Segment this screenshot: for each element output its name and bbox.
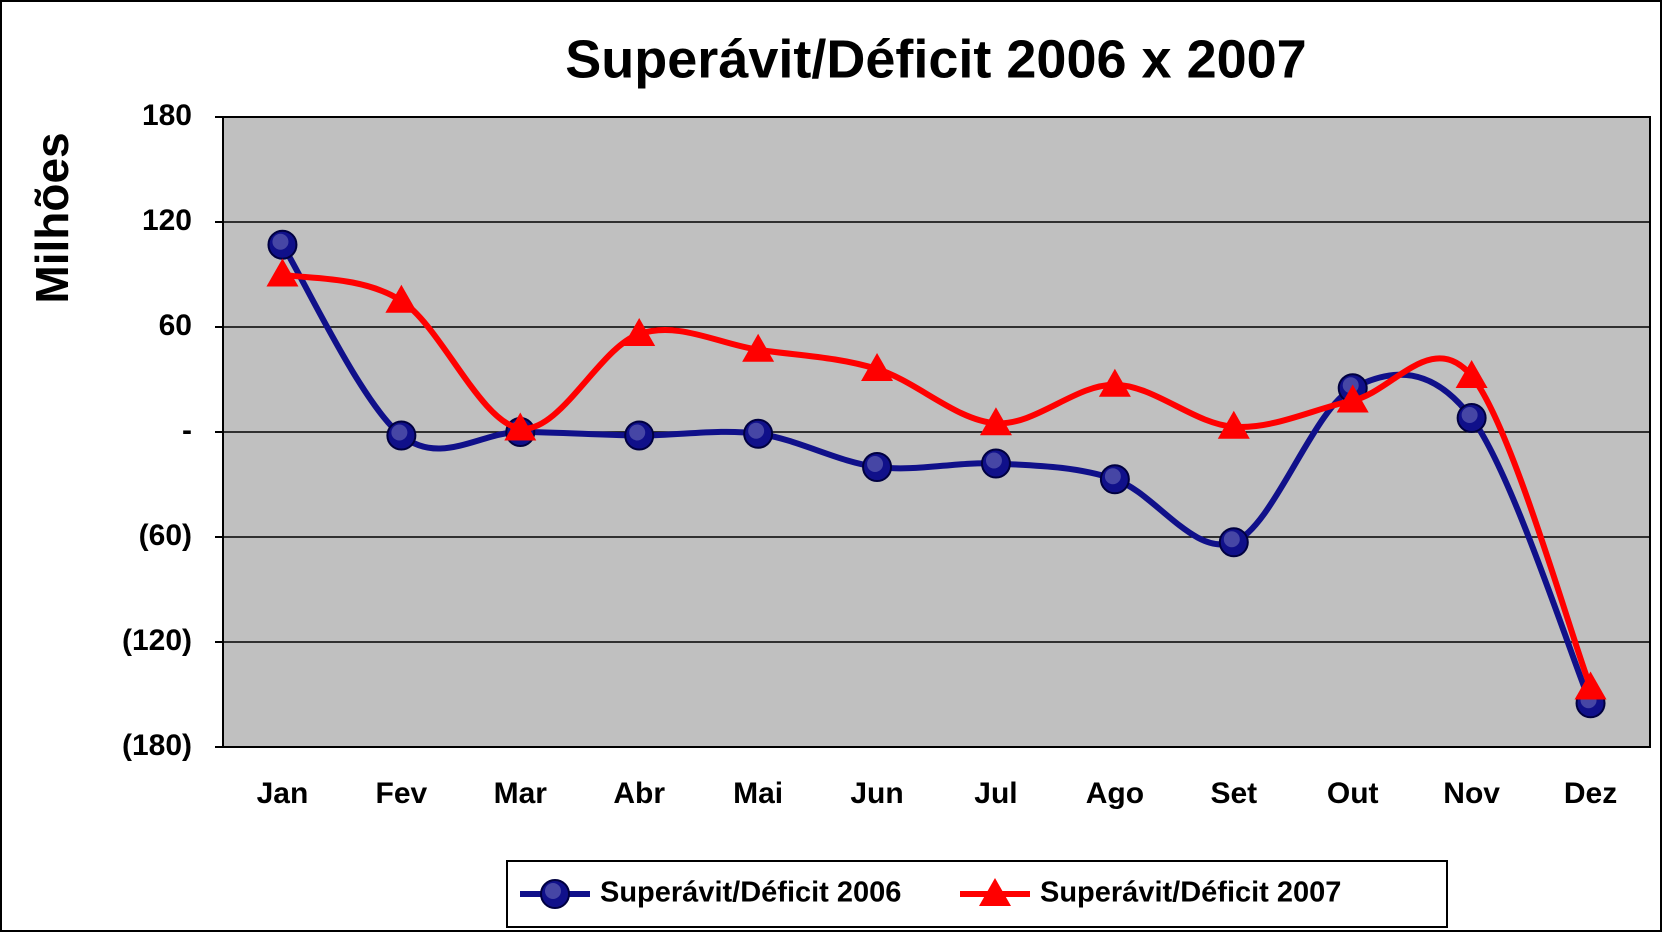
point <box>1218 527 1249 558</box>
legend-label: Superávit/Déficit 2006 <box>600 877 901 909</box>
x-tick-label: Out <box>1327 777 1379 810</box>
y-tick-label: 120 <box>142 204 192 237</box>
point <box>1217 410 1250 439</box>
x-tick-label: Ago <box>1086 777 1144 810</box>
y-tick-label: 60 <box>159 309 192 342</box>
x-tick-label: Fev <box>376 777 428 810</box>
marker-shine <box>985 452 1002 469</box>
x-tick-label: Jul <box>974 777 1017 810</box>
point <box>385 284 418 313</box>
point <box>504 412 537 441</box>
marker-shine <box>867 456 884 472</box>
series-line <box>281 271 1594 689</box>
point <box>1455 360 1488 388</box>
point <box>980 448 1011 479</box>
x-tick-label: Set <box>1210 777 1257 810</box>
marker-shine <box>391 424 408 441</box>
point <box>266 258 299 287</box>
x-tick-label: Mar <box>494 777 548 810</box>
point <box>743 418 774 449</box>
point <box>623 318 656 346</box>
point <box>624 420 655 451</box>
point <box>1098 368 1131 397</box>
marker-shine <box>629 424 646 441</box>
point <box>1574 671 1607 700</box>
x-tick-label: Abr <box>613 777 665 810</box>
point <box>1336 384 1369 413</box>
y-tick-label: - <box>182 414 192 447</box>
legend-marker <box>540 879 570 909</box>
y-tick-label: (120) <box>122 624 192 657</box>
point <box>742 333 775 362</box>
y-tick-label: 180 <box>142 99 192 132</box>
x-tick-label: Dez <box>1564 777 1617 810</box>
chart-title: Superávit/Déficit 2006 x 2007 <box>565 29 1306 89</box>
x-tick-label: Jan <box>257 777 309 810</box>
legend-label: Superávit/Déficit 2007 <box>1040 877 1341 909</box>
marker-shine <box>748 422 765 439</box>
x-tick-label: Mai <box>733 777 783 810</box>
marker-shine <box>1223 531 1240 548</box>
x-tick-label: Jun <box>850 777 903 810</box>
point <box>386 420 417 451</box>
marker-shine <box>1104 468 1121 485</box>
marker-shine <box>272 233 289 250</box>
y-tick-label: (60) <box>139 519 192 552</box>
point <box>1456 403 1487 433</box>
point <box>862 452 893 482</box>
y-tick-label: (180) <box>122 729 192 762</box>
marker-shine <box>545 883 561 899</box>
point <box>267 229 298 260</box>
marker-shine <box>1461 407 1478 423</box>
point <box>861 353 894 381</box>
point <box>979 407 1012 436</box>
y-axis-label: Milhões <box>26 132 78 303</box>
point <box>1099 464 1130 495</box>
legend-marker <box>979 878 1011 906</box>
x-tick-label: Nov <box>1443 777 1500 810</box>
